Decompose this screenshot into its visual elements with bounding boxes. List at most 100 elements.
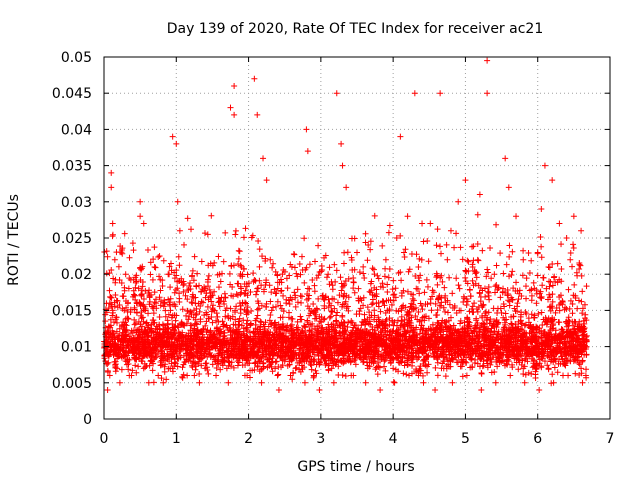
data-point [552,309,559,316]
data-point [457,317,464,324]
data-point [186,313,193,320]
data-point [318,319,325,326]
data-point [442,319,449,326]
data-point [413,353,420,360]
data-point [116,302,123,309]
data-point [549,261,556,268]
data-point [397,349,404,356]
data-point [416,290,423,297]
data-point [478,334,485,341]
data-point [364,304,371,311]
data-point [353,311,360,318]
data-point [493,333,500,340]
data-point [272,303,279,310]
data-point [404,213,411,220]
data-point [429,321,436,328]
data-point [275,363,282,370]
data-point [316,313,323,320]
data-point [125,350,132,357]
data-point [274,372,281,379]
data-point [432,364,439,371]
data-point [512,288,519,295]
data-point [149,367,156,374]
data-point [180,288,187,295]
data-point [567,250,574,257]
data-point [269,368,276,375]
data-point [578,325,585,332]
data-point [516,287,523,294]
data-point [481,343,488,350]
data-point [583,351,590,358]
data-point [121,336,128,343]
data-point [397,338,404,345]
data-point [425,361,432,368]
data-point [214,313,221,320]
data-point [450,322,457,329]
data-point [156,313,163,320]
data-point [554,260,561,267]
data-point [460,299,467,306]
data-point [500,343,507,350]
data-point [167,295,174,302]
data-point [439,351,446,358]
data-point [224,339,231,346]
data-point [425,258,432,265]
data-point [275,387,282,394]
data-point [358,297,365,304]
data-point [133,299,140,306]
chart-title: Day 139 of 2020, Rate Of TEC Index for r… [167,21,543,37]
data-point [192,359,199,366]
data-point [148,357,155,364]
data-point [391,291,398,298]
data-point [169,133,176,140]
data-point [512,308,519,315]
data-point [209,319,216,326]
data-point [565,314,572,321]
data-point [228,328,235,335]
data-point [271,341,278,348]
data-point [103,270,110,277]
data-point [451,303,458,310]
data-point [579,379,586,386]
data-point [184,296,191,303]
data-point [198,362,205,369]
data-point [313,275,320,282]
data-point [381,347,388,354]
data-point [173,140,180,147]
data-point [543,285,550,292]
data-point [505,184,512,191]
data-point [403,371,410,378]
data-point [298,327,305,334]
data-point [510,324,517,331]
data-point [473,317,480,324]
data-point [356,308,363,315]
data-point [171,363,178,370]
data-point [115,263,122,270]
data-point [156,253,163,260]
data-point [381,302,388,309]
data-point [217,298,224,305]
data-point [149,303,156,310]
data-point [567,297,574,304]
data-point [109,233,116,240]
data-point [453,230,460,237]
data-point [511,305,518,312]
data-point [330,379,337,386]
data-point [180,371,187,378]
data-point [121,326,128,333]
data-point [311,258,318,265]
data-point [308,322,315,329]
data-point [428,307,435,314]
data-point [345,294,352,301]
data-point [521,379,528,386]
data-point [113,314,120,321]
data-point [193,282,200,289]
data-point [293,270,300,277]
data-point [194,270,201,277]
data-point [548,303,555,310]
data-point [236,248,243,255]
data-point [235,326,242,333]
data-point [137,265,144,272]
data-point [237,262,244,269]
data-point [400,302,407,309]
